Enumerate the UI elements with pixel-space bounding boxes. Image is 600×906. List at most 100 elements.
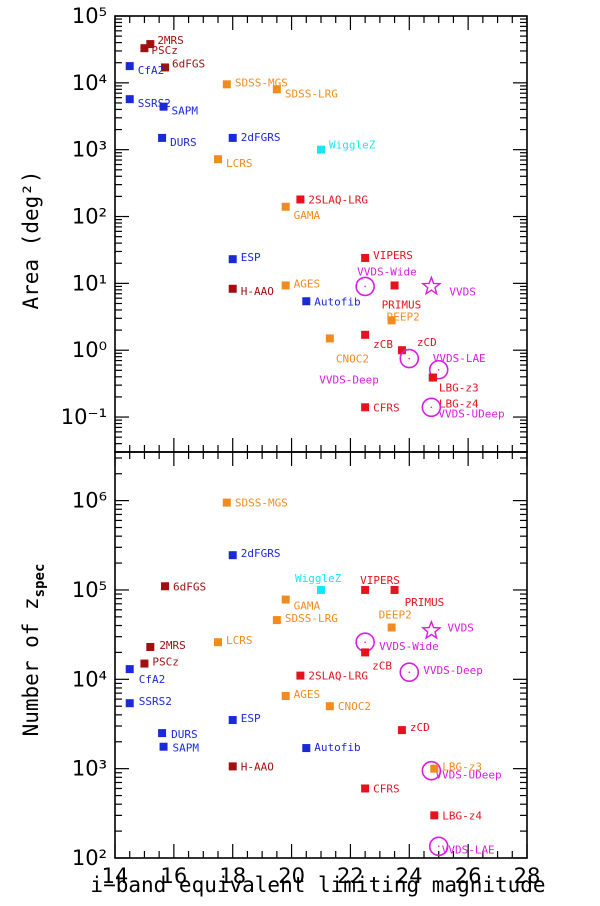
top-point-zcd-label: zCD — [417, 336, 437, 349]
bottom-point-zcd-label: zCD — [410, 721, 430, 734]
top-point-h-aao — [228, 284, 237, 293]
top-point-2slaq-lrg-label: 2SLAQ-LRG — [308, 193, 368, 206]
top-point-vvds-lae-center — [437, 368, 440, 371]
top-point-zcb — [361, 330, 370, 339]
bottom-point-gama — [281, 595, 290, 604]
top-point-2mrs-label: 2MRS — [157, 34, 184, 47]
top-point-cfrs-label: CFRS — [373, 401, 400, 414]
bottom-point-cfrs-label: CFRS — [373, 782, 400, 795]
bottom-y-tick-label: 10² — [72, 846, 107, 870]
top-point-pscz — [140, 44, 149, 53]
top-y-tick-label: 10⁻¹ — [61, 405, 107, 429]
bottom-point-zcd — [397, 726, 406, 735]
top-point-vipers-label: VIPERS — [373, 249, 413, 262]
bottom-x-tick-label: 26 — [455, 864, 482, 888]
top-y-tick-label: 10¹ — [72, 271, 107, 295]
bottom-point-vipers-label: VIPERS — [360, 574, 400, 587]
bottom-x-tick-label: 20 — [278, 864, 305, 888]
bottom-point-vvds-wide-label: VVDS-Wide — [379, 640, 439, 653]
bottom-y-axis-label-subscript: spec — [32, 564, 48, 598]
bottom-point-2dfgrs-label: 2dFGRS — [241, 547, 281, 560]
top-point-primus-label: PRIMUS — [382, 298, 422, 311]
bottom-point-sdss-mgs — [222, 498, 231, 507]
top-point-cfa2-label: CfA2 — [138, 64, 165, 77]
bottom-point-sapm — [159, 742, 168, 751]
top-point-vvds-wide-label: VVDS-Wide — [357, 265, 417, 278]
top-point-lbg-z4-label: LBG-z4 — [439, 398, 479, 411]
top-point-ages-label: AGES — [294, 277, 321, 290]
bottom-point-2slaq-lrg-label: 2SLAQ-LRG — [308, 670, 368, 683]
top-point-primus — [390, 281, 399, 290]
top-point-zcb-label: zCB — [373, 338, 393, 351]
top-point-cfa2 — [125, 62, 134, 71]
top-y-tick-label: 10⁵ — [72, 4, 107, 28]
top-point-wigglez — [317, 145, 325, 154]
top-y-tick-label: 10² — [72, 205, 107, 229]
top-point-deep2-label: DEEP2 — [387, 310, 420, 323]
bottom-point-vvds-lae — [428, 836, 449, 857]
top-point-vvds-udeep-label: VVDS-UDeep — [438, 407, 504, 420]
bottom-point-ssrs2 — [125, 699, 134, 708]
top-point-2dfgrs — [228, 133, 237, 142]
bottom-point-lbg-z3-label: LBG-z3 — [442, 761, 482, 774]
top-point-esp — [228, 255, 237, 264]
top-y-axis-label: Area (deg²) — [19, 170, 43, 309]
bottom-point-cfa2-label: CfA2 — [139, 673, 166, 686]
bottom-point-deep2 — [387, 623, 396, 632]
top-point-vvds-deep-center — [408, 357, 411, 360]
top-point-vvds-deep — [399, 348, 420, 369]
bottom-point-zcb-label: zCB — [372, 659, 392, 672]
top-point-ages — [281, 281, 290, 290]
top-point-vvds-deep-label: VVDS-Deep — [319, 374, 379, 387]
top-point-vvds-label: VVDS — [449, 285, 476, 298]
top-point-sdss-mgs — [222, 80, 231, 89]
bottom-point-lbg-z3 — [430, 764, 439, 773]
bottom-point-lcrs-label: LCRS — [226, 634, 253, 647]
bottom-point-cnoc2-label: CNOC2 — [338, 700, 371, 713]
bottom-point-lbg-z4 — [430, 811, 439, 820]
bottom-point-lcrs — [214, 638, 222, 647]
top-point-vipers — [361, 253, 370, 262]
top-point-2mrs — [146, 40, 155, 49]
bottom-point-pscz-label: PSCz — [152, 656, 179, 669]
bottom-point-vvds-lae-label: VVDS-LAE — [442, 843, 495, 856]
bottom-point-vvds-deep-center — [408, 671, 411, 674]
top-point-vvds — [420, 275, 442, 296]
bottom-point-deep2-label: DEEP2 — [379, 609, 412, 622]
bottom-point-primus-label: PRIMUS — [405, 596, 445, 609]
top-point-wigglez-label: WiggleZ — [329, 139, 376, 152]
bottom-point-pscz — [140, 659, 149, 668]
top-point-pscz-label: PSCz — [151, 44, 178, 57]
bottom-point-sdss-lrg-label: SDSS-LRG — [285, 612, 338, 625]
bottom-y-tick-label: 10⁶ — [72, 489, 107, 513]
top-point-durs-label: DURS — [170, 136, 197, 149]
top-point-cfrs — [361, 403, 370, 412]
bottom-point-durs — [158, 729, 167, 738]
bottom-point-esp-label: ESP — [241, 712, 261, 725]
bottom-point-sapm-label: SAPM — [173, 742, 200, 755]
bottom-point-cnoc2 — [325, 702, 334, 711]
bottom-y-tick-label: 10⁵ — [72, 578, 107, 602]
bottom-x-tick-label: 16 — [160, 864, 187, 888]
bottom-point-6dfgs-label: 6dFGS — [173, 580, 206, 593]
top-point-2slaq-lrg — [296, 195, 305, 204]
top-point-vvds-lae-label: VVDS-LAE — [433, 352, 486, 365]
bottom-x-tick-label: 14 — [102, 864, 129, 888]
bottom-point-2dfgrs — [228, 551, 237, 560]
bottom-point-zcb — [361, 648, 370, 657]
top-point-deep2 — [387, 316, 396, 325]
bottom-y-axis-label-main: Number of z — [19, 597, 43, 736]
top-point-vvds-wide — [355, 276, 375, 297]
top-point-cnoc2-label: CNOC2 — [336, 352, 369, 365]
top-point-lcrs — [214, 155, 222, 164]
bottom-point-vvds-lae-center — [437, 845, 440, 848]
bottom-y-axis-label: Number of zspec — [19, 564, 48, 737]
top-point-2dfgrs-label: 2dFGRS — [241, 131, 281, 144]
bottom-panel-redshift-count-chart: 14 16 18 20 22 24 26 28 10² 10³ 10⁴ 10⁵ 10⁶ SDSS-MGS 2… — [72, 451, 540, 888]
top-point-sapm — [159, 102, 168, 111]
bottom-point-ssrs2-label: SSRS2 — [139, 695, 172, 708]
top-point-h-aao-label: H-AAO — [241, 285, 274, 298]
bottom-point-vvds-deep — [399, 662, 420, 683]
